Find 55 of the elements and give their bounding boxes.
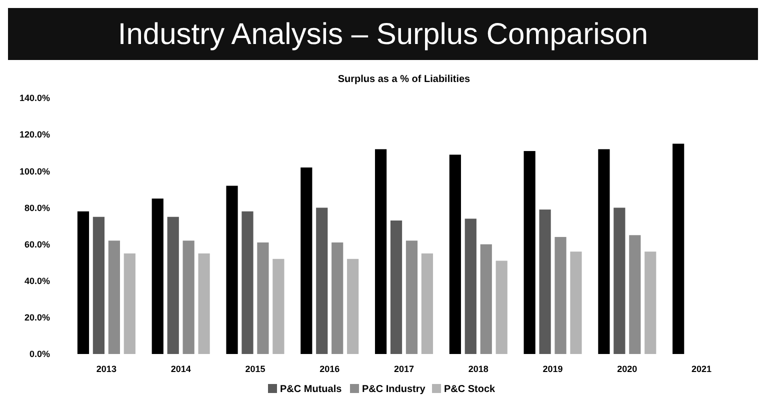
x-tick-label: 2014 [170,364,191,374]
legend-label: P&C Industry [362,384,426,395]
legend-label: P&C Stock [444,384,496,395]
bar [644,252,656,354]
bar [496,260,508,354]
legend-label: P&C Mutuals [280,384,342,395]
bar [672,144,684,354]
x-tick-label: 2013 [96,364,116,374]
bar [524,151,536,354]
x-tick-label: 2015 [245,364,266,374]
x-tick-label: 2020 [617,364,638,374]
bar [300,167,312,354]
bar [614,208,626,354]
y-tick-label: 0.0% [29,349,50,360]
chart-title: Industry Analysis – Surplus Comparison [118,18,648,51]
bar [480,244,492,354]
y-tick-label: 100.0% [19,166,50,176]
y-tick-label: 40.0% [24,276,50,286]
bar [332,242,344,354]
x-tick-label: 2016 [320,364,340,374]
bar [598,149,610,354]
bar [242,211,254,354]
bar [152,198,164,354]
bar [406,240,418,354]
bar [257,242,269,354]
bar [570,252,582,354]
x-tick-label: 2019 [542,364,563,374]
bar [167,216,179,354]
bar [390,220,402,354]
bar [347,258,359,354]
bar [272,258,284,354]
bar [77,211,90,354]
bar [198,253,210,354]
chart-subtitle: Surplus as a % of Liabilities [338,74,471,85]
y-tick-label: 120.0% [19,130,50,140]
x-tick-label: 2021 [692,364,712,374]
bar [629,235,641,354]
bar [421,253,434,354]
y-tick-label: 80.0% [24,202,50,213]
y-tick-label: 60.0% [24,239,50,250]
bar [539,210,551,354]
x-tick-label: 2018 [468,364,488,374]
bar [316,208,328,354]
x-tick-label: 2017 [394,364,414,374]
bar [449,154,461,354]
y-tick-label: 140.0% [19,93,50,104]
bar [374,149,387,354]
bar [226,186,238,354]
bar [92,216,105,354]
y-tick-label: 20.0% [24,312,50,323]
bar [182,240,194,354]
bar [108,240,120,354]
bar [554,236,566,354]
bar [464,218,476,354]
bar [124,253,136,354]
